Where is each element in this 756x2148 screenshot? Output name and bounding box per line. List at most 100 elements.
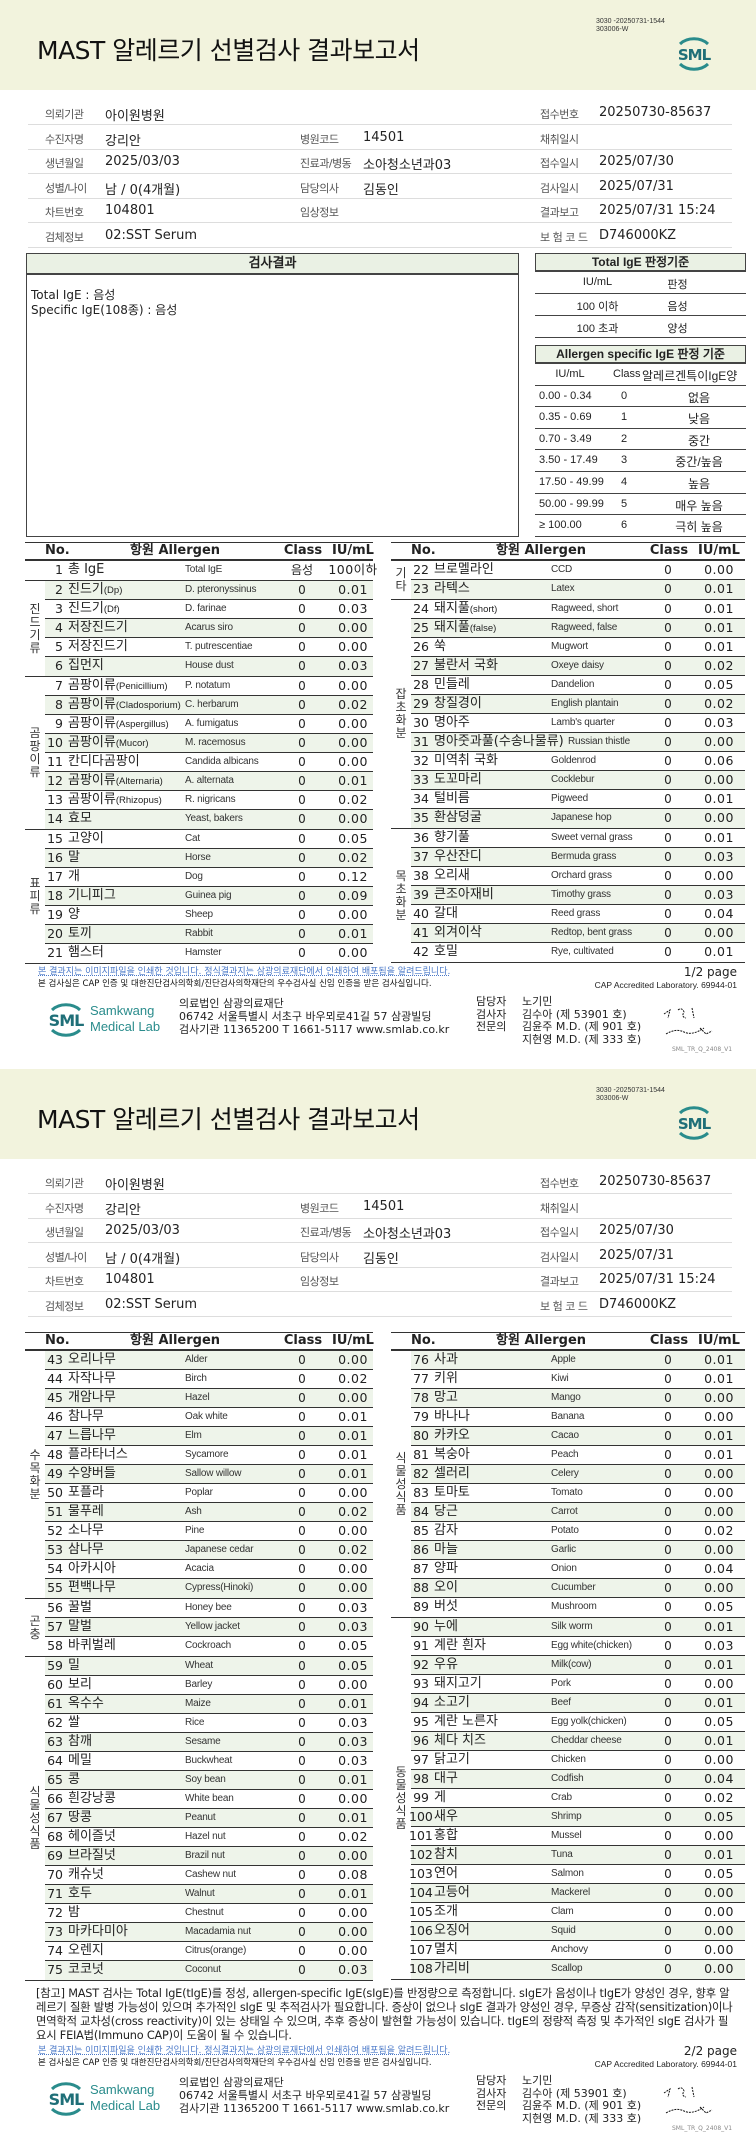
allergen-iu-value: 0.03 <box>338 1962 368 1977</box>
allergen-name-en: Dandelion <box>551 679 595 690</box>
allergen-no: 4 <box>55 620 63 635</box>
allergen-group: 1 총 IgE Total IgE 음성 100이하 <box>25 561 377 581</box>
column-header-no: No. <box>411 1333 436 1348</box>
table-row: 61 옥수수 Maize 0 0.01 <box>45 1695 373 1714</box>
criteria-title: Total IgE 판정기준 <box>535 253 746 272</box>
allergen-class: 0 <box>664 1658 672 1672</box>
allergen-class: 0 <box>664 659 672 673</box>
allergen-no: 41 <box>413 925 429 940</box>
allergen-iu-value: 0.00 <box>704 1904 734 1919</box>
table-row: 68 헤이즐넛 Hazel nut 0 0.02 <box>45 1828 373 1847</box>
allergen-iu-value: 0.01 <box>704 1695 734 1710</box>
allergen-name-en: Apple <box>551 1354 576 1365</box>
info-label: 생년월일 <box>45 1226 84 1239</box>
org-line: 의료법인 삼광의료재단 <box>179 997 284 1010</box>
allergen-iu-value: 0.05 <box>704 1599 734 1614</box>
allergen-iu-value: 0.00 <box>338 1791 368 1806</box>
allergen-class: 0 <box>664 678 672 692</box>
allergen-no: 92 <box>413 1657 429 1672</box>
criteria-row: 0.00 - 0.34 0 없음 <box>535 386 746 408</box>
allergen-class: 0 <box>664 1962 672 1976</box>
allergen-class: 0 <box>298 1543 306 1557</box>
allergen-name-ko: 효모 <box>68 810 92 828</box>
criteria-cell: 매우 높음 <box>675 498 723 513</box>
table-row: 20 토끼 Rabbit 0 0.01 <box>45 925 373 944</box>
info-label: 채취일시 <box>540 132 579 146</box>
allergen-name: 소고기 <box>434 1695 470 1710</box>
table-row: 2 진드기(Dp) D. pteronyssinus 0 0.01 <box>45 581 373 600</box>
table-row: 10 곰팡이류(Mucor) M. racemosus 0 0.00 <box>45 734 373 753</box>
allergen-no: 98 <box>413 1771 429 1786</box>
allergen-name-ko: 사과 <box>434 1351 458 1369</box>
allergen-name-ko: 콩 <box>68 1771 80 1789</box>
column-header-allergen: 항원 Allergen <box>496 543 587 558</box>
allergen-class: 0 <box>664 1639 672 1653</box>
criteria-row: 3.50 - 17.49 3 중간/높음 <box>535 450 746 472</box>
allergen-class: 0 <box>298 832 306 846</box>
allergen-no: 102 <box>409 1847 433 1862</box>
allergen-iu-value: 0.02 <box>338 697 368 712</box>
allergen-name: 흰강낭콩 <box>68 1791 116 1806</box>
allergen-iu-value: 0.01 <box>338 773 368 788</box>
info-label: 보 험 코 드 <box>540 230 588 244</box>
allergen-name: 양파 <box>434 1561 458 1576</box>
allergen-name-ko: 돼지고기 <box>434 1675 482 1693</box>
allergen-class: 0 <box>664 907 672 921</box>
allergen-name: 카카오 <box>434 1428 470 1443</box>
allergen-iu-value: 0.01 <box>338 1466 368 1481</box>
allergen-no: 80 <box>413 1428 429 1443</box>
allergen-no: 25 <box>413 620 429 635</box>
allergen-name-en: T. putrescentiae <box>185 641 253 652</box>
allergen-iu-value: 0.01 <box>704 639 734 654</box>
allergen-name: 오리새 <box>434 868 470 883</box>
allergen-name-ko: 편백나무 <box>68 1579 116 1597</box>
allergen-iu-value: 0.05 <box>704 677 734 692</box>
allergen-name-en: Cat <box>185 833 200 844</box>
criteria-cell: 0.35 - 0.69 <box>539 411 592 424</box>
form-code: SML_TR_Q_2408_V1 <box>672 2125 733 2132</box>
allergen-no: 71 <box>47 1886 63 1901</box>
allergen-name-en: Alder <box>185 1354 208 1365</box>
info-value: 14501 <box>363 1198 405 1214</box>
allergen-name-ko: 플라타너스 <box>68 1446 128 1464</box>
allergen-name-ko: 연어 <box>434 1865 458 1883</box>
allergen-name-ko: 소고기 <box>434 1694 470 1712</box>
allergen-class: 0 <box>298 1716 306 1730</box>
allergen-class: 0 <box>664 792 672 806</box>
table-row: 29 창질경이 English plantain 0 0.02 <box>411 695 745 714</box>
allergen-name: 토마토 <box>434 1485 470 1500</box>
allergen-name: 물푸레 <box>68 1504 104 1519</box>
table-row: 108 가리비 Scallop 0 0.00 <box>409 1960 745 1979</box>
table-row: 38 오리새 Orchard grass 0 0.00 <box>411 867 745 886</box>
allergen-name-ko: 곰팡이류(Aspergillus) <box>68 715 169 733</box>
table-header: No. 항원 Allergen Class IU/mL <box>25 1332 374 1351</box>
criteria-cell: 낮음 <box>687 412 711 427</box>
allergen-name-en: Dog <box>185 871 203 882</box>
allergen-name-en: Oak white <box>185 1411 228 1422</box>
allergen-name-en: Rice <box>185 1717 205 1728</box>
allergen-name-en: Acacia <box>185 1563 214 1574</box>
allergen-iu-value: 0.05 <box>338 1658 368 1673</box>
criteria-cell: 높음 <box>687 477 711 491</box>
allergen-class: 0 <box>664 1696 672 1710</box>
table-row: 90 누에 Silk worm 0 0.01 <box>411 1618 745 1637</box>
allergen-no: 32 <box>413 753 429 768</box>
allergen-iu-value: 0.03 <box>338 1715 368 1730</box>
allergen-name: 느릅나무 <box>68 1428 116 1443</box>
allergen-name: 편백나무 <box>68 1580 116 1595</box>
column-header-class: Class <box>283 543 323 558</box>
allergen-class: 0 <box>298 946 306 960</box>
allergen-name: 외겨이삭 <box>434 925 482 940</box>
allergen-name-en: D. farinae <box>185 603 227 614</box>
specific-ige-criteria: Allergen specific IgE 판정 기준 IU/mL Class 알레르… <box>535 345 756 537</box>
allergen-no: 60 <box>47 1677 63 1692</box>
table-row: 49 수양버들 Sallow willow 0 0.01 <box>45 1465 373 1484</box>
info-value: D746000KZ <box>599 227 677 243</box>
allergen-iu-value: 0.00 <box>704 1542 734 1557</box>
allergen-group: 곤충 56 꿀벌 Honey bee 0 0.03 57 말벌 Yellow jacket 0 0.… <box>25 1599 373 1657</box>
cap-disclaimer: 본 검사실은 CAP 인증 및 대한진단검사의학회/진단검사의학재단의 우수검사… <box>38 979 432 989</box>
allergen-iu-value: 0.00 <box>338 639 368 654</box>
table-row: 31 명아줏과풀(수송나물류) Russian thistle 0 0.00 <box>411 733 745 752</box>
info-value: 남 / 0(4개월) <box>105 1251 181 1267</box>
info-row <box>28 1293 732 1317</box>
